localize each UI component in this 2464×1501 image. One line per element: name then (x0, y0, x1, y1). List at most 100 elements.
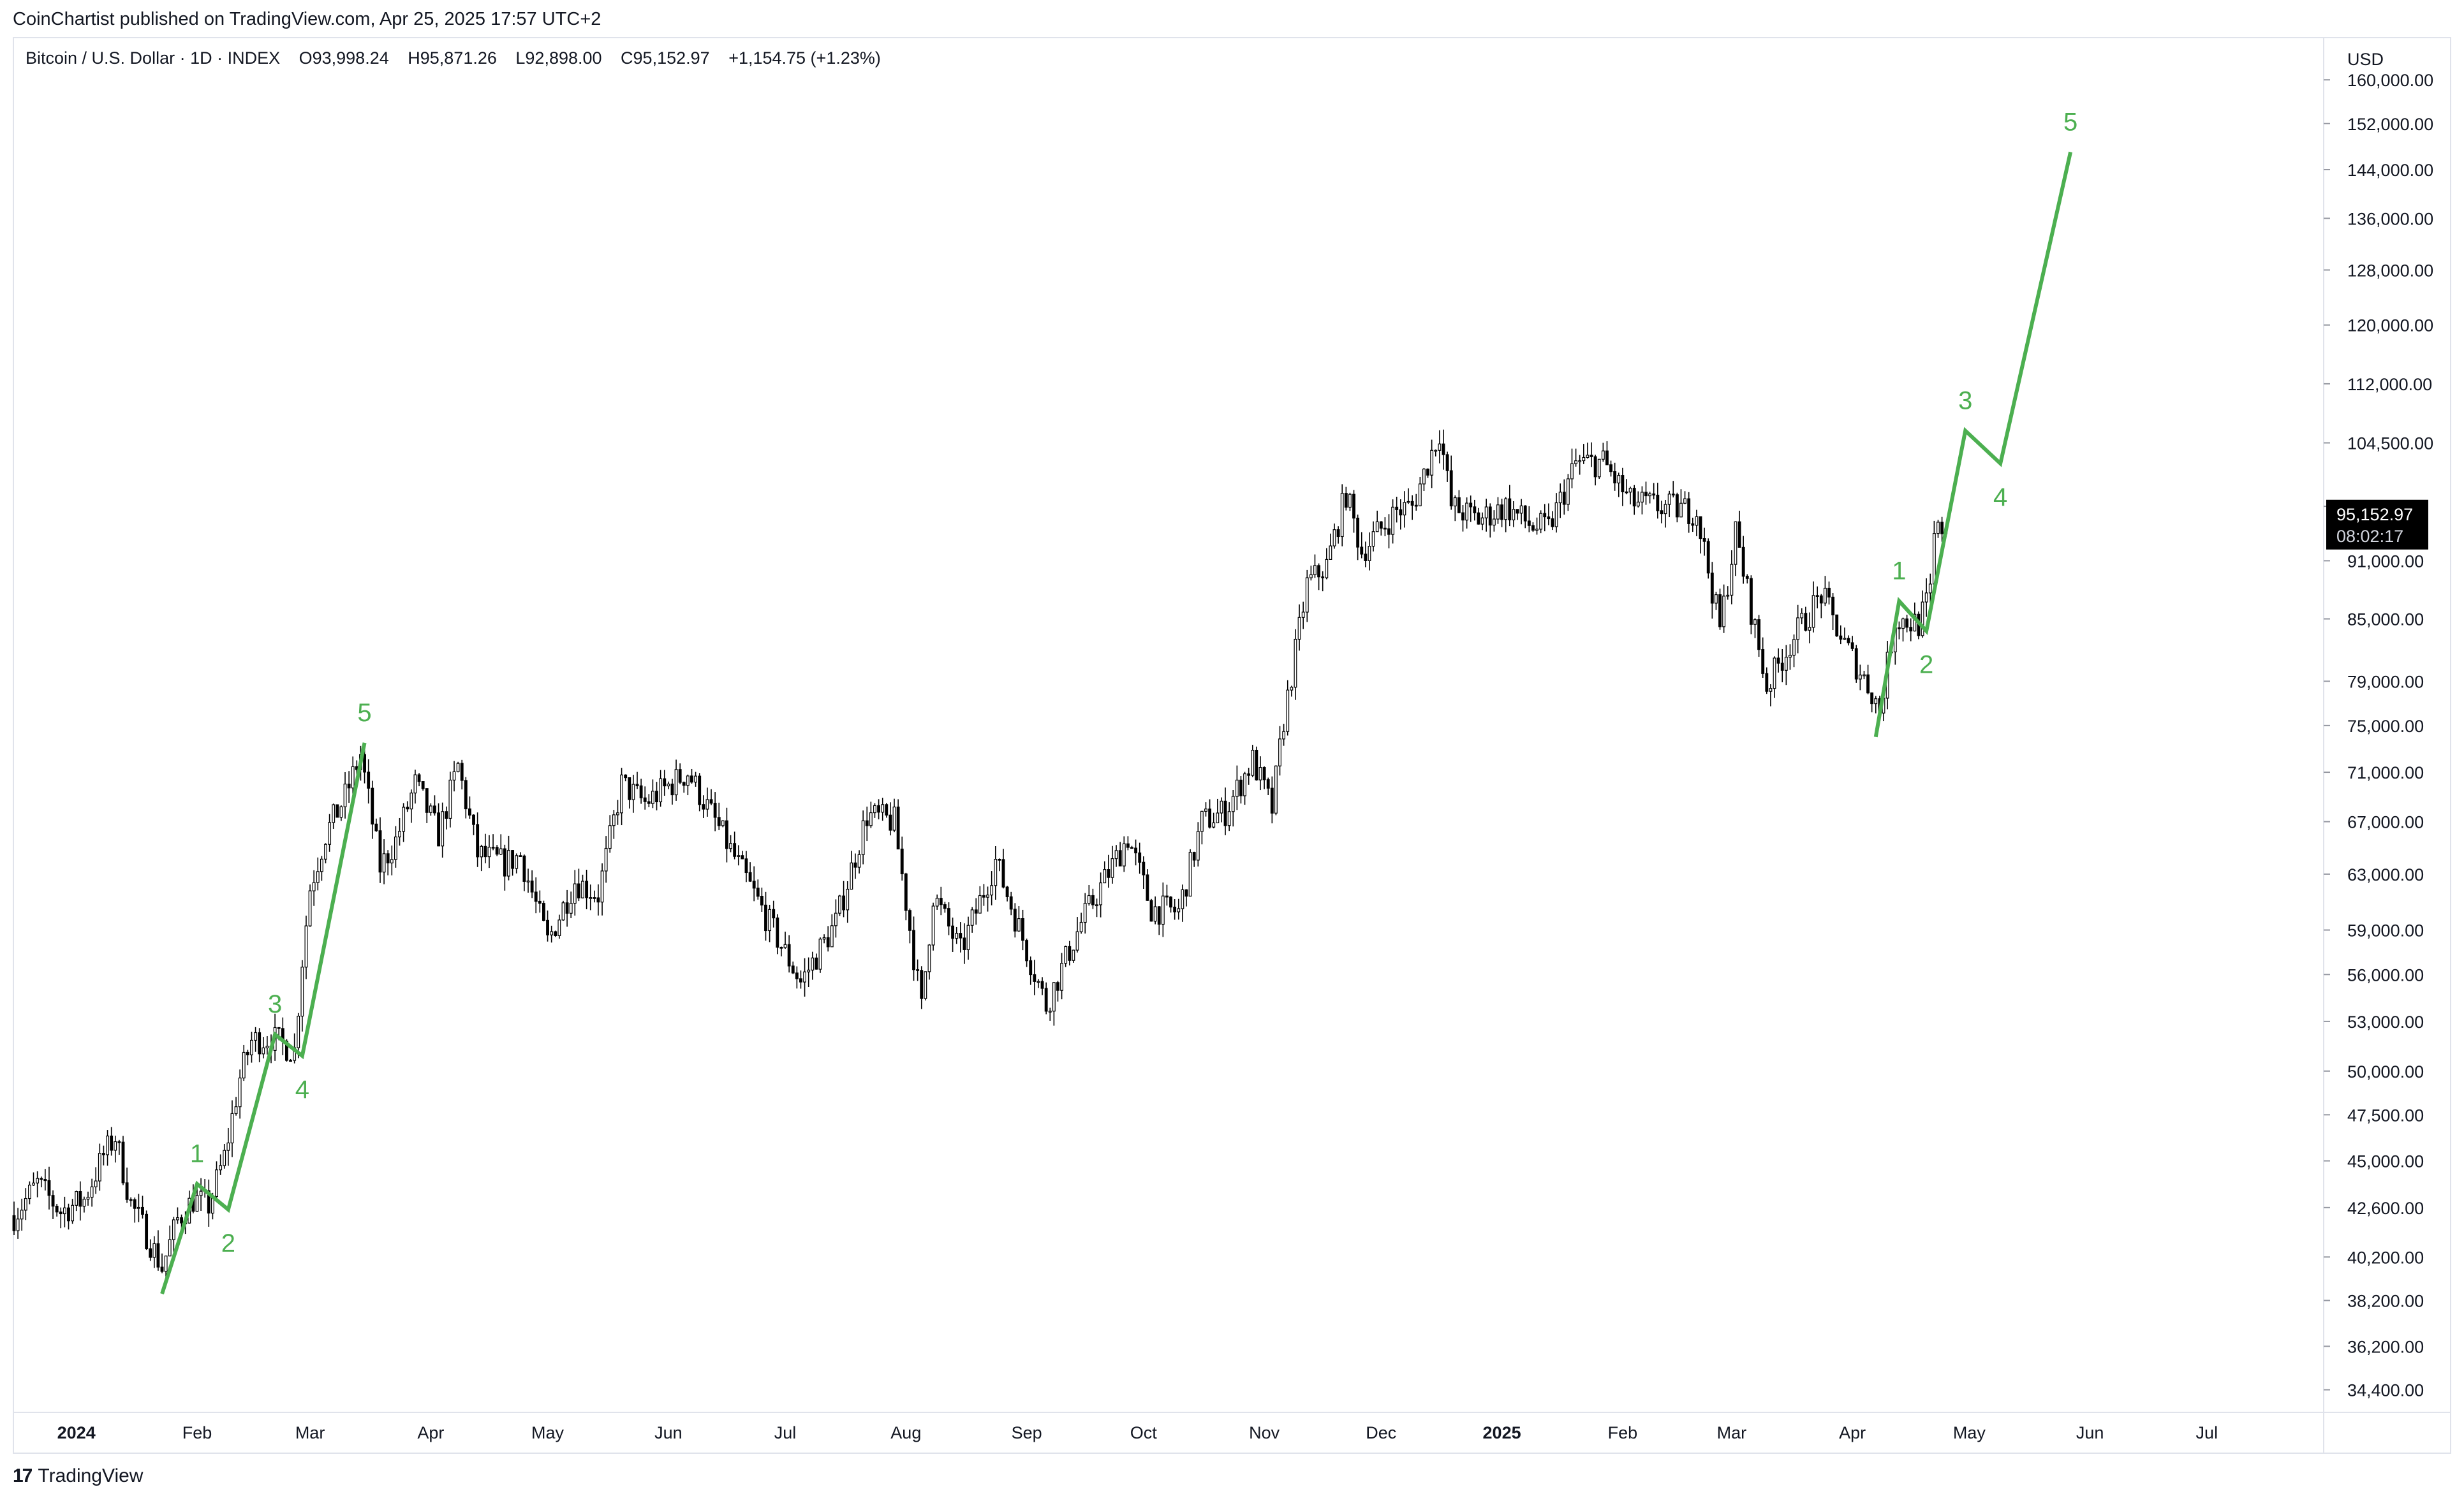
candle-body (1068, 946, 1072, 961)
candle-body (850, 862, 853, 890)
wave-label: 5 (357, 699, 371, 727)
candle-body (1866, 674, 1870, 694)
price-tick-label: 136,000.00 (2347, 209, 2433, 228)
candle-body (1305, 577, 1309, 613)
candle-body (1196, 831, 1200, 861)
candle-body (966, 925, 970, 950)
grid-layer (14, 37, 2451, 1454)
candle-body (1683, 498, 1687, 504)
candle-body (164, 1256, 168, 1272)
candle-body (1874, 698, 1878, 705)
candle-body (152, 1243, 156, 1258)
candle-body (1850, 642, 1854, 649)
price-tick-label: 45,000.00 (2347, 1152, 2424, 1171)
candle-body (195, 1195, 199, 1212)
candle-body (1282, 731, 1286, 740)
candle-body (1863, 674, 1866, 677)
candle-body (1414, 504, 1418, 507)
candle-body (1040, 981, 1044, 989)
candle-body (1543, 513, 1547, 518)
time-tick-label: Oct (1130, 1423, 1158, 1442)
candle-body (1699, 516, 1702, 539)
candle-body (1387, 528, 1391, 535)
candle-body (47, 1180, 51, 1196)
candle-body (807, 969, 811, 972)
candle-body (725, 820, 728, 849)
candle-body (1301, 611, 1305, 618)
candle-body (889, 814, 892, 831)
candle-body (1858, 675, 1862, 680)
candle-body (351, 766, 355, 789)
candle-body (421, 781, 425, 789)
wave-label: 4 (1993, 483, 2007, 511)
candle-body (624, 774, 628, 779)
last-price-badge (2326, 499, 2428, 550)
candle-body (363, 754, 366, 773)
candle-body (1617, 475, 1621, 484)
candle-body (20, 1210, 24, 1220)
candle-body (904, 873, 908, 911)
candle-body (1297, 617, 1301, 640)
price-tick-label: 63,000.00 (2347, 865, 2424, 884)
open-value: O93,998.24 (299, 48, 389, 68)
candle-body (1434, 450, 1438, 452)
candle-body (1184, 889, 1188, 897)
candle-body (1188, 852, 1192, 897)
candle-body (106, 1135, 109, 1155)
price-tick-label: 79,000.00 (2347, 672, 2424, 691)
candle-body (920, 970, 924, 999)
candle-body (117, 1141, 121, 1143)
candle-body (1266, 779, 1270, 789)
candle-body (1161, 895, 1165, 925)
candle-body (1157, 906, 1161, 925)
candle-body (604, 847, 608, 872)
candle-body (1192, 852, 1196, 861)
candle-body (234, 1106, 238, 1114)
candle-body (554, 931, 557, 936)
candle-body (316, 871, 320, 883)
candle-body (1570, 463, 1574, 480)
candle-body (1243, 773, 1247, 796)
candle-body (1223, 800, 1227, 826)
time-tick-label: Nov (1249, 1423, 1280, 1442)
candle-body (811, 957, 815, 970)
candle-body (741, 855, 744, 860)
candle-body (702, 804, 705, 810)
candle-body (534, 891, 538, 902)
candle-body (1679, 502, 1683, 518)
candle-body (1118, 850, 1122, 867)
candle-body (1675, 494, 1679, 518)
candle-body (1044, 988, 1048, 1012)
candle-body (1103, 869, 1107, 884)
candle-body (628, 777, 631, 800)
candle-body (1492, 518, 1496, 526)
candle-body (659, 778, 663, 803)
candle-body (1636, 501, 1640, 507)
candle-body (1508, 498, 1512, 520)
candle-body (970, 909, 974, 926)
wave-label: 2 (221, 1229, 235, 1257)
candle-body (1079, 921, 1083, 932)
candle-body (569, 903, 573, 914)
candle-body (779, 946, 783, 949)
candle-body (830, 925, 834, 948)
candle-body (456, 763, 460, 772)
candle-body (795, 972, 799, 979)
candle-body (674, 769, 678, 796)
wave-label: 2 (1919, 651, 1933, 679)
candle-body (1749, 578, 1753, 625)
wave-label: 1 (190, 1140, 204, 1168)
candle-body (1590, 455, 1593, 457)
candle-body (246, 1051, 249, 1055)
candle-body (1765, 673, 1769, 692)
candle-body (1932, 533, 1936, 585)
candle-body (713, 803, 717, 818)
candle-body (1278, 738, 1281, 766)
candle-body (160, 1266, 164, 1272)
candle-body (1480, 517, 1484, 525)
candle-body (495, 847, 499, 855)
candle-body (877, 805, 881, 813)
publisher-caption: CoinChartist published on TradingView.co… (13, 9, 601, 29)
candle-body (1897, 627, 1901, 629)
